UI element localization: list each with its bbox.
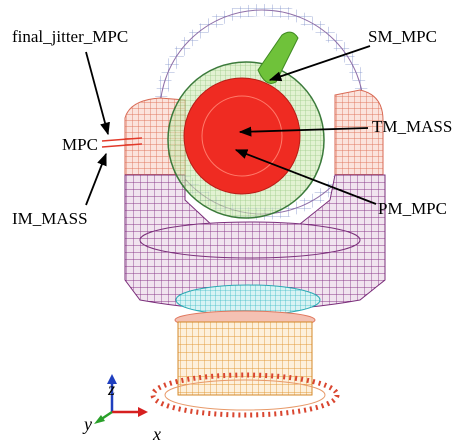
arrow [86, 52, 108, 134]
label: IM_MASS [12, 209, 88, 228]
x-head [138, 407, 148, 417]
label: PM_MPC [378, 199, 447, 218]
axis-label: x [152, 424, 161, 444]
label: SM_MPC [368, 27, 437, 46]
axis-label: z [107, 379, 115, 399]
secondary-mirror [258, 32, 298, 83]
label: MPC [62, 135, 98, 154]
pedestal [178, 322, 312, 395]
label: final_jitter_MPC [12, 27, 128, 46]
telescope-mesh [125, 10, 385, 415]
bowl-rim [140, 222, 360, 258]
label: TM_MASS [372, 117, 452, 136]
cyan-ring [176, 285, 320, 315]
primary-mirror [184, 78, 300, 194]
diagram: final_jitter_MPC MPC IM_MASS SM_MPC TM_M… [0, 0, 469, 447]
arrow [86, 154, 106, 205]
axis-label: y [82, 414, 92, 434]
axes-triad: z y x [82, 374, 161, 444]
